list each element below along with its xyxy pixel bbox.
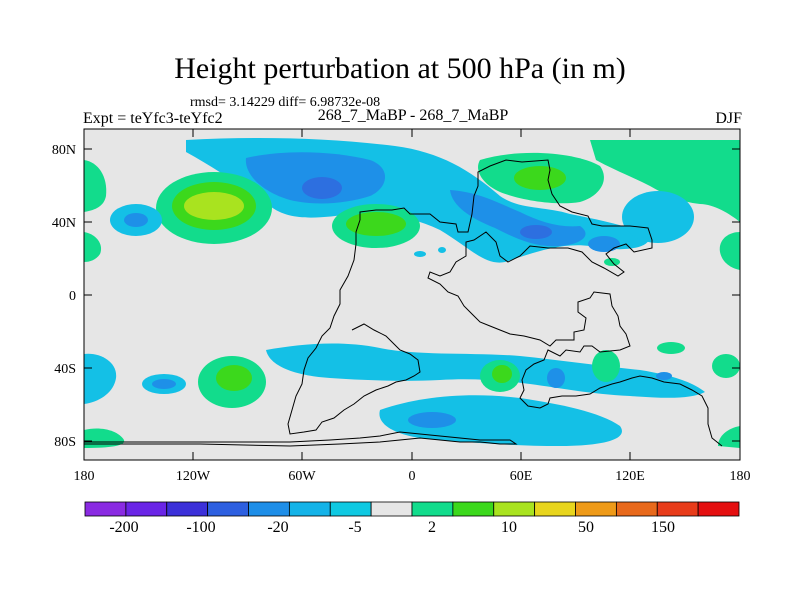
season-label: DJF bbox=[715, 110, 742, 127]
contour-region-s-green-5 bbox=[712, 354, 740, 378]
contour-region-ne-bright bbox=[514, 166, 566, 190]
contour-region-right-edge-green bbox=[719, 232, 740, 270]
contour-fleck-1 bbox=[414, 251, 426, 257]
colorbar-swatch bbox=[207, 501, 249, 517]
colorbar-swatch bbox=[534, 501, 576, 517]
contour-region-bottom-right-green bbox=[718, 426, 740, 448]
contour-region-north-deep bbox=[302, 177, 342, 199]
rmsd-diff-label: rmsd= 3.14229 diff= 6.98732e-08 bbox=[190, 95, 381, 110]
colorbar-swatch bbox=[575, 501, 617, 517]
x-tick-label-120e: 120E bbox=[615, 469, 645, 484]
colorbar-swatch bbox=[125, 501, 168, 517]
x-tick-label-180e: 180 bbox=[730, 469, 751, 484]
y-axis: 80N 40N 0 40S 80S bbox=[52, 143, 740, 450]
colorbar-swatch bbox=[411, 501, 454, 517]
x-tick-label-120w: 120W bbox=[176, 469, 211, 484]
contour-region-east-blue bbox=[622, 191, 694, 243]
contour-region-s-bright-2 bbox=[492, 365, 512, 383]
contour-region-south-blue-core bbox=[408, 412, 456, 428]
contour-region-north-deep-2 bbox=[520, 225, 552, 239]
contour-region-left-south-blue bbox=[84, 353, 117, 404]
contour-region-south-blue-core-2 bbox=[547, 368, 565, 388]
x-axis: 180 120W 60W 0 60E 120E 180 bbox=[74, 129, 751, 484]
colorbar-swatch bbox=[656, 501, 699, 517]
contour-region-s-green-3 bbox=[592, 350, 620, 382]
contour-region-south-blue-lower bbox=[379, 395, 622, 446]
contour-region-sw2-blue-core bbox=[152, 379, 176, 389]
colorbar-label-10: 10 bbox=[501, 519, 517, 536]
colorbar-label-2: 2 bbox=[428, 519, 436, 536]
contour-region-left-edge-green bbox=[84, 160, 107, 212]
x-tick-label-180w: 180 bbox=[74, 469, 95, 484]
x-tick-label-60e: 60E bbox=[510, 469, 533, 484]
colorbar-swatch bbox=[84, 501, 127, 517]
y-tick-label-80n: 80N bbox=[52, 143, 76, 158]
y-tick-label-40s: 40S bbox=[54, 362, 76, 377]
contour-region-central-bright bbox=[346, 212, 406, 236]
colorbar-swatch bbox=[493, 501, 536, 517]
x-tick-label-60w: 60W bbox=[288, 469, 316, 484]
contour-region-left-edge-green-2 bbox=[84, 232, 102, 262]
contour-region-neast-deep bbox=[588, 236, 620, 252]
colorbar-swatch bbox=[288, 501, 331, 517]
colorbar-swatch bbox=[166, 501, 209, 517]
contour-fleck-2 bbox=[438, 247, 446, 253]
y-tick-label-40n: 40N bbox=[52, 216, 76, 231]
colorbar bbox=[84, 501, 740, 517]
contour-region-nw-yellow bbox=[184, 192, 244, 220]
colorbar-swatch bbox=[329, 501, 372, 517]
colorbar-labels: -200 -100 -20 -5 2 10 50 150 bbox=[109, 519, 675, 536]
contour-region-s-green-4 bbox=[657, 342, 685, 354]
map-title: Height perturbation at 500 hPa (in m) bbox=[174, 52, 626, 85]
continent-outlines bbox=[84, 159, 723, 447]
contour-region-east-green bbox=[590, 140, 740, 222]
contour-region-bottom-left-green bbox=[84, 428, 125, 448]
contour-region-sw-bright bbox=[216, 365, 252, 391]
colorbar-label-neg200: -200 bbox=[109, 519, 138, 536]
colorbar-label-neg5: -5 bbox=[348, 519, 361, 536]
contour-region-south-blue-core-3 bbox=[656, 372, 672, 380]
contour-field bbox=[84, 138, 740, 448]
colorbar-swatch bbox=[248, 501, 290, 517]
experiment-label: Expt = teYfc3-teYfc2 bbox=[83, 110, 223, 127]
colorbar-label-neg100: -100 bbox=[186, 519, 215, 536]
y-tick-label-0: 0 bbox=[69, 289, 76, 304]
colorbar-swatch bbox=[370, 501, 413, 517]
case-label: 268_7_MaBP - 268_7_MaBP bbox=[317, 107, 509, 124]
contour-region-west-blue-core bbox=[124, 213, 148, 227]
colorbar-label-50: 50 bbox=[578, 519, 594, 536]
continent-outline-americas bbox=[287, 219, 421, 435]
continent-outline-north bbox=[359, 159, 723, 447]
colorbar-swatch bbox=[697, 501, 740, 517]
continent-outline-antarctica bbox=[84, 431, 518, 447]
colorbar-label-150: 150 bbox=[651, 519, 675, 536]
colorbar-label-neg20: -20 bbox=[267, 519, 288, 536]
y-tick-label-80s: 80S bbox=[54, 435, 76, 450]
colorbar-swatch bbox=[452, 501, 495, 517]
x-tick-label-0: 0 bbox=[409, 469, 416, 484]
colorbar-swatch bbox=[615, 501, 658, 517]
